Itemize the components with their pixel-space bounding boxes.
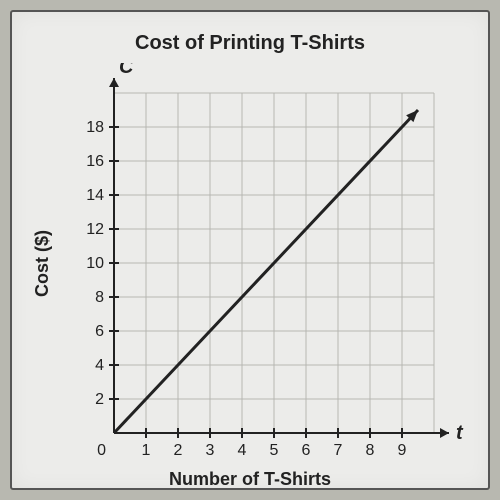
svg-text:3: 3: [205, 442, 214, 459]
svg-text:10: 10: [86, 255, 104, 272]
svg-text:2: 2: [173, 442, 182, 459]
chart-body: Cost ($) 123456789246810121416180Ct: [32, 63, 469, 463]
svg-text:4: 4: [95, 357, 104, 374]
x-axis-label: Number of T-Shirts: [169, 469, 331, 490]
svg-text:6: 6: [95, 323, 104, 340]
svg-text:9: 9: [397, 442, 406, 459]
svg-text:1: 1: [141, 442, 150, 459]
svg-text:0: 0: [97, 442, 106, 459]
svg-text:2: 2: [95, 391, 104, 408]
svg-text:4: 4: [237, 442, 246, 459]
svg-text:7: 7: [333, 442, 342, 459]
svg-text:6: 6: [301, 442, 310, 459]
y-axis-label: Cost ($): [32, 230, 53, 297]
svg-text:14: 14: [86, 187, 104, 204]
chart-title: Cost of Printing T-Shirts: [135, 32, 365, 55]
svg-text:5: 5: [269, 442, 278, 459]
svg-text:8: 8: [365, 442, 374, 459]
svg-text:t: t: [456, 422, 464, 444]
svg-text:16: 16: [86, 153, 104, 170]
chart-container: Cost of Printing T-Shirts Cost ($) 12345…: [10, 10, 490, 490]
svg-text:18: 18: [86, 119, 104, 136]
svg-text:12: 12: [86, 221, 104, 238]
svg-text:C: C: [119, 63, 134, 78]
chart-svg: 123456789246810121416180Ct: [59, 63, 469, 463]
svg-text:8: 8: [95, 289, 104, 306]
